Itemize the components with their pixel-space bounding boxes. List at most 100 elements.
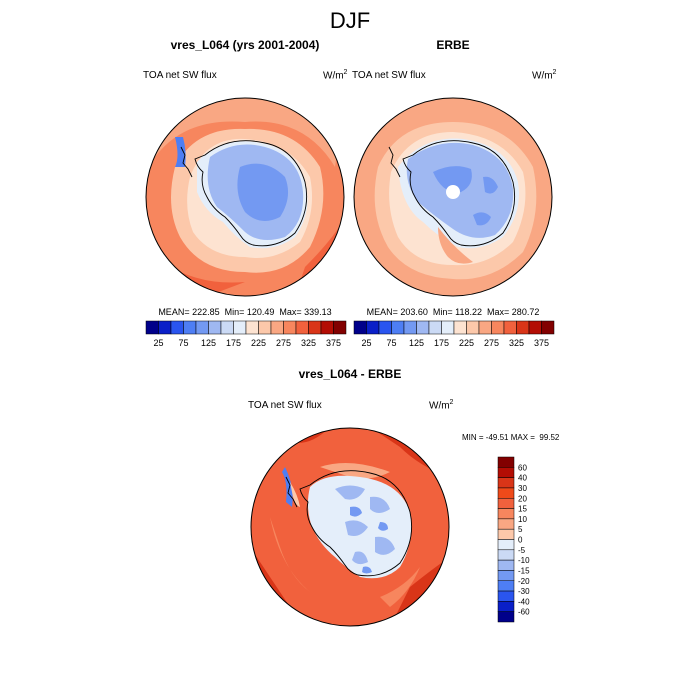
colorbar-tick-label: 125 bbox=[201, 338, 216, 348]
panel3-title: vres_L064 - ERBE bbox=[298, 367, 402, 381]
colorbar-swatch bbox=[497, 559, 515, 571]
colorbar-swatch bbox=[541, 320, 555, 335]
colorbar-swatch bbox=[478, 320, 492, 335]
colorbar-swatch bbox=[497, 580, 515, 592]
panel1-units: W/m2 bbox=[323, 69, 347, 81]
colorbar-swatch bbox=[497, 467, 515, 478]
colorbar-tick-label: 325 bbox=[509, 338, 524, 348]
colorbar-swatch bbox=[528, 320, 542, 335]
panel2-stats: MEAN= 203.60 Min= 118.22 Max= 280.72 bbox=[366, 307, 540, 317]
colorbar-swatch bbox=[353, 320, 367, 335]
colorbar-swatch bbox=[245, 320, 259, 335]
colorbar-swatch bbox=[403, 320, 417, 335]
colorbar-swatch bbox=[497, 518, 515, 530]
colorbar-tick-label: 20 bbox=[518, 494, 527, 503]
colorbar-tick-label: 5 bbox=[518, 525, 523, 534]
colorbar-swatch bbox=[320, 320, 334, 335]
panel2-units: W/m2 bbox=[532, 69, 556, 81]
panel1-units-base: W/m bbox=[323, 70, 344, 82]
panel1-left-label: TOA net SW flux bbox=[143, 70, 217, 81]
colorbar-swatch bbox=[295, 320, 309, 335]
colorbar-tick-label: 225 bbox=[459, 338, 474, 348]
colorbar-swatch bbox=[378, 320, 392, 335]
colorbar-swatch bbox=[497, 601, 515, 612]
colorbar-swatch bbox=[497, 456, 515, 468]
colorbar-swatch bbox=[258, 320, 272, 335]
colorbar-tick-label: 0 bbox=[518, 536, 523, 545]
colorbar-swatch bbox=[497, 477, 515, 489]
colorbar-tick-label: 30 bbox=[518, 484, 527, 493]
panel3-units-exp: 2 bbox=[449, 399, 454, 406]
colorbar-swatch bbox=[333, 320, 347, 335]
colorbar-swatch bbox=[497, 549, 515, 561]
colorbar-tick-label: -5 bbox=[518, 546, 526, 555]
colorbar-swatch bbox=[497, 611, 515, 623]
panel1-units-exp: 2 bbox=[343, 69, 348, 76]
colorbar-swatch bbox=[428, 320, 442, 335]
colorbar-swatch bbox=[497, 590, 515, 602]
colorbar-tick-label: -40 bbox=[518, 597, 530, 606]
colorbar-swatch bbox=[453, 320, 467, 335]
colorbar-tick-label: 75 bbox=[386, 338, 396, 348]
colorbar-tick-label: 375 bbox=[326, 338, 341, 348]
panel3-units: W/m2 bbox=[429, 399, 453, 411]
colorbar-tick-label: 60 bbox=[518, 463, 527, 472]
panel2-map bbox=[353, 97, 553, 297]
panel1-title: vres_L064 (yrs 2001-2004) bbox=[170, 38, 320, 52]
panel1-map bbox=[145, 97, 345, 297]
colorbar-swatch bbox=[283, 320, 297, 335]
colorbar-tick-label: 175 bbox=[226, 338, 241, 348]
colorbar-tick-label: 375 bbox=[534, 338, 549, 348]
panel3-left-label: TOA net SW flux bbox=[248, 400, 322, 411]
colorbar-tick-label: 275 bbox=[276, 338, 291, 348]
panel1-colorbar: 25 75 125 175 225 275 325 375 bbox=[145, 320, 347, 348]
colorbar-swatch bbox=[233, 320, 247, 335]
colorbar-tick-label: 275 bbox=[484, 338, 499, 348]
colorbar-tick-label: 15 bbox=[518, 505, 527, 514]
colorbar-tick-label: 10 bbox=[518, 515, 527, 524]
colorbar-tick-label: 40 bbox=[518, 474, 527, 483]
colorbar-swatch bbox=[497, 539, 515, 551]
colorbar-tick-label: -15 bbox=[518, 566, 530, 575]
colorbar-swatch bbox=[516, 320, 530, 335]
colorbar-swatch bbox=[170, 320, 184, 335]
colorbar-tick-label: 325 bbox=[301, 338, 316, 348]
panel2-units-base: W/m bbox=[532, 70, 553, 82]
colorbar-swatch bbox=[466, 320, 480, 335]
colorbar-swatch bbox=[158, 320, 172, 335]
colorbar-swatch bbox=[503, 320, 517, 335]
colorbar-swatch bbox=[195, 320, 209, 335]
colorbar-tick-label: 175 bbox=[434, 338, 449, 348]
panel3-stats: MIN = -49.51 MAX = 99.52 bbox=[462, 433, 560, 442]
panel1-stats: MEAN= 222.85 Min= 120.49 Max= 339.13 bbox=[158, 307, 332, 317]
colorbar-swatch bbox=[308, 320, 322, 335]
panel3-map bbox=[250, 427, 450, 627]
colorbar-tick-label: 225 bbox=[251, 338, 266, 348]
figure-title: DJF bbox=[329, 8, 371, 33]
colorbar-tick-label: 125 bbox=[409, 338, 424, 348]
colorbar-swatch bbox=[441, 320, 455, 335]
colorbar-tick-label: -20 bbox=[518, 577, 530, 586]
colorbar-tick-label: -10 bbox=[518, 556, 530, 565]
panel3-units-base: W/m bbox=[429, 400, 450, 412]
colorbar-swatch bbox=[366, 320, 380, 335]
colorbar-tick-label: 75 bbox=[178, 338, 188, 348]
panel2-units-exp: 2 bbox=[552, 69, 557, 76]
colorbar-swatch bbox=[497, 487, 515, 499]
colorbar-tick-label: -30 bbox=[518, 587, 530, 596]
colorbar-swatch bbox=[491, 320, 505, 335]
colorbar-tick-label: 25 bbox=[153, 338, 163, 348]
colorbar-swatch bbox=[497, 528, 515, 540]
colorbar-swatch bbox=[416, 320, 430, 335]
colorbar-tick-label: -60 bbox=[518, 608, 530, 617]
panel2-colorbar: 25 75 125 175 225 275 325 375 bbox=[353, 320, 555, 348]
colorbar-swatch bbox=[497, 570, 515, 581]
colorbar-swatch bbox=[145, 320, 159, 335]
panel2-left-label: TOA net SW flux bbox=[352, 70, 426, 81]
colorbar-tick-label: 25 bbox=[361, 338, 371, 348]
colorbar-swatch bbox=[183, 320, 197, 335]
colorbar-swatch bbox=[270, 320, 284, 335]
colorbar-swatch bbox=[208, 320, 222, 335]
colorbar-swatch bbox=[497, 508, 515, 520]
